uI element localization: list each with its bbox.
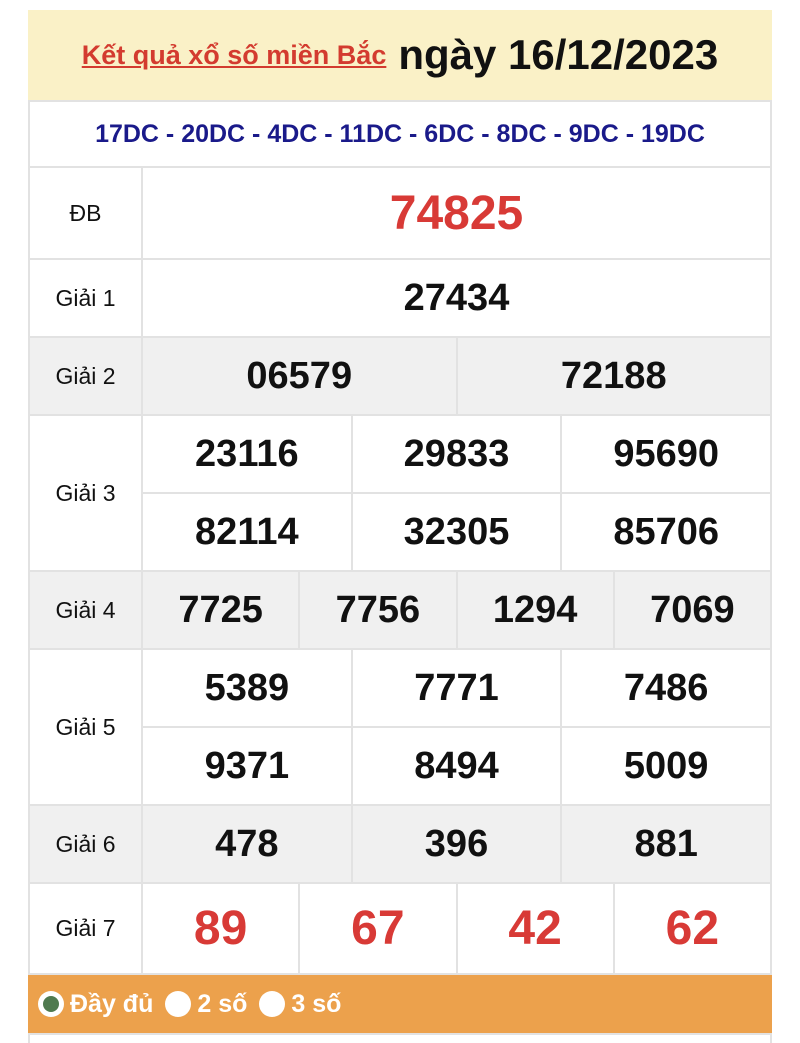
display-options: Đầy đủ 2 số 3 số xyxy=(28,975,772,1033)
prize-number: 7725 xyxy=(178,588,263,631)
prize-number: 82114 xyxy=(195,510,299,553)
option-label: 3 số xyxy=(291,989,342,1018)
title-link[interactable]: Kết quả xổ số miền Bắc xyxy=(81,39,387,70)
prize-row: Giải 5 5389 7771 7486 9371 8494 5009 xyxy=(28,650,772,806)
radio-icon[interactable] xyxy=(38,991,64,1017)
prize-number: 1294 xyxy=(455,572,613,648)
prize-label: Giải 5 xyxy=(30,650,143,804)
radio-icon[interactable] xyxy=(259,991,286,1017)
prize-row: Giải 3 23116 29833 95690 82114 32305 85706 xyxy=(28,416,772,572)
prize-number: 32305 xyxy=(350,494,561,570)
prize-row: ĐB 74825 xyxy=(28,168,772,260)
prize-number: 95690 xyxy=(560,416,770,492)
prize-number: 396 xyxy=(350,806,561,882)
prize-number: 74825 xyxy=(389,186,524,240)
prize-number: 7756 xyxy=(298,572,455,648)
prize-number: 881 xyxy=(560,806,770,882)
prize-number: 42 xyxy=(455,884,613,973)
prize-label: Giải 7 xyxy=(30,884,143,973)
prize-row: Giải 6 478 396 881 xyxy=(28,806,772,884)
prize-number: 29833 xyxy=(350,416,561,492)
prize-number: 62 xyxy=(612,884,770,973)
prize-number: 89 xyxy=(193,902,248,955)
prize-row: Giải 2 06579 72188 xyxy=(28,338,772,416)
prize-row: Giải 7 89 67 42 62 xyxy=(28,884,772,975)
prize-number: 67 xyxy=(298,884,455,973)
prize-row: Giải 4 7725 7756 1294 7069 xyxy=(28,572,772,650)
draw-date: ngày 16/12/2023 xyxy=(398,31,719,78)
prize-label: Giải 3 xyxy=(30,416,143,570)
option-0[interactable]: Đầy đủ xyxy=(38,990,153,1019)
prize-number: 7069 xyxy=(612,572,770,648)
prize-number: 85706 xyxy=(560,494,770,570)
prize-label: ĐB xyxy=(30,168,143,258)
prize-number: 478 xyxy=(215,822,279,865)
prize-number: 72188 xyxy=(455,338,771,414)
option-1[interactable]: 2 số xyxy=(165,990,247,1019)
ticket-codes: 17DC - 20DC - 4DC - 11DC - 6DC - 8DC - 9… xyxy=(28,102,772,168)
option-2[interactable]: 3 số xyxy=(259,990,341,1019)
prize-number: 5389 xyxy=(204,666,290,709)
prize-label: Giải 4 xyxy=(30,572,143,648)
prize-row: Giải 1 27434 xyxy=(28,260,772,338)
option-label: 2 số xyxy=(197,989,248,1018)
prize-number: 9371 xyxy=(204,744,290,787)
header: Kết quả xổ số miền Bắc ngày 16/12/2023 xyxy=(28,10,772,102)
prize-number: 7486 xyxy=(560,650,770,726)
prize-number: 8494 xyxy=(350,728,561,804)
radio-icon[interactable] xyxy=(165,991,192,1017)
next-table-edge xyxy=(28,1033,772,1043)
prize-label: Giải 2 xyxy=(30,338,143,414)
prize-number: 06579 xyxy=(246,354,353,397)
prize-number: 27434 xyxy=(403,276,510,319)
option-label: Đầy đủ xyxy=(70,989,154,1018)
prize-number: 7771 xyxy=(350,650,561,726)
results-table: Kết quả xổ số miền Bắc ngày 16/12/2023 1… xyxy=(28,10,772,1043)
prize-label: Giải 6 xyxy=(30,806,143,882)
prize-label: Giải 1 xyxy=(30,260,143,336)
prize-number: 5009 xyxy=(560,728,770,804)
prize-number: 23116 xyxy=(195,432,299,475)
